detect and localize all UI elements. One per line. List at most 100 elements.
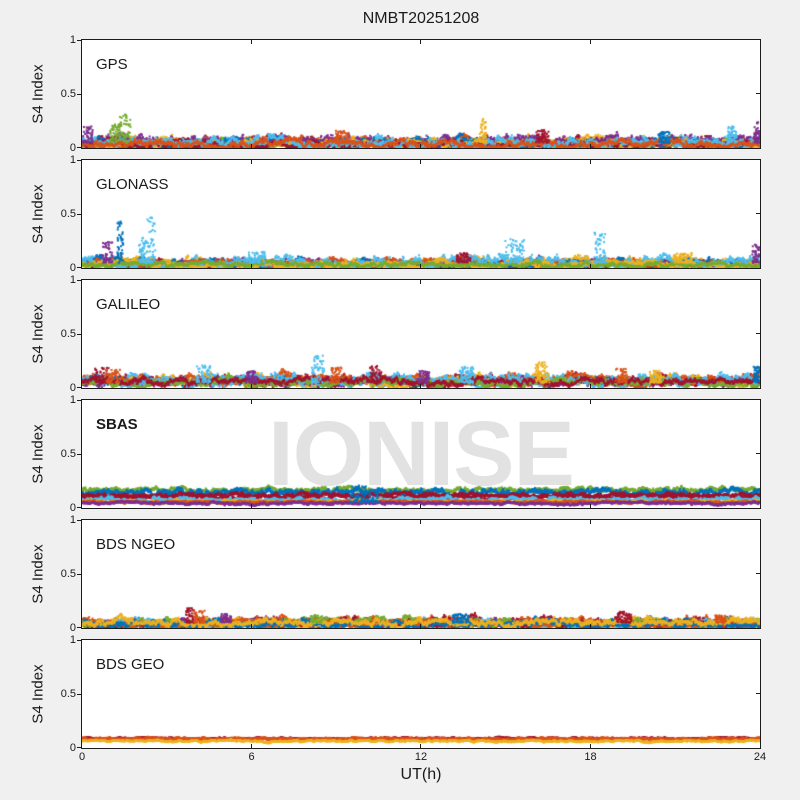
y-tick-mark [77,454,82,455]
x-tick-mark [420,624,421,628]
panel-label-bds-ngeo: BDS NGEO [96,536,176,553]
y-tick-label: 0.5 [60,208,76,220]
panel-gps-canvas [82,40,760,148]
x-tick-mark [589,280,591,284]
x-tick-mark [250,264,252,268]
y-tick-mark [77,40,82,41]
x-tick-mark [589,160,591,164]
y-axis-label: S4 Index [29,64,47,124]
y-tick-label: 0.5 [60,568,76,580]
x-tick-mark [250,520,252,524]
y-tick-label: 0.5 [60,688,76,700]
y-tick-mark [77,640,82,641]
panel-galileo-canvas [82,280,760,388]
y-tick-mark [756,213,760,214]
x-tick-mark [420,640,421,644]
y-tick-mark [756,93,760,94]
y-tick-label: 1 [69,634,76,646]
x-tick-mark [589,640,591,644]
y-tick-mark [77,147,82,148]
x-tick-mark [420,384,421,388]
y-axis-label: S4 Index [29,184,47,244]
y-tick-mark [756,453,760,454]
x-tick-mark [420,264,421,268]
panel-glonass-canvas [82,160,760,268]
y-tick-label: 1 [69,514,76,526]
y-tick-mark [77,507,82,508]
y-tick-label: 0.5 [60,88,76,100]
x-tick-mark [589,144,591,148]
y-tick-mark [77,94,82,95]
y-tick-label: 0 [69,502,76,514]
x-tick-mark [420,400,421,404]
y-axis-label: S4 Index [29,664,47,724]
y-tick-label: 0.5 [60,328,76,340]
y-axis-label: S4 Index [29,424,47,484]
x-tick-mark [589,40,591,44]
y-tick-mark [77,574,82,575]
x-tick-mark [589,384,591,388]
x-tick-label: 24 [753,751,767,763]
x-axis-label: UT(h) [400,766,442,783]
panel-gps: GPS [81,39,761,149]
panel-glonass: GLONASS [81,159,761,269]
x-tick-mark [420,144,421,148]
x-tick-mark [250,744,252,748]
y-tick-label: 0 [69,742,76,754]
panel-label-bds-geo: BDS GEO [96,656,165,673]
y-tick-mark [77,334,82,335]
x-tick-mark [589,744,591,748]
x-tick-mark [420,504,421,508]
y-tick-mark [77,400,82,401]
y-tick-mark [77,520,82,521]
panel-bds-ngeo-canvas [82,520,760,628]
y-tick-label: 1 [69,274,76,286]
x-tick-label: 6 [248,751,255,763]
x-tick-mark [589,264,591,268]
x-tick-mark [589,504,591,508]
x-tick-mark [420,40,421,44]
x-tick-mark [250,400,252,404]
y-tick-mark [77,160,82,161]
panel-bds-geo-canvas [82,640,760,748]
y-tick-label: 0 [69,622,76,634]
panel-bds-geo: BDS GEO [81,639,761,749]
panel-label-galileo: GALILEO [96,296,161,313]
y-tick-mark [77,267,82,268]
y-tick-mark [77,280,82,281]
y-axis-label: S4 Index [29,544,47,604]
x-tick-mark [250,280,252,284]
y-tick-mark [756,693,760,694]
y-axis-label: S4 Index [29,304,47,364]
y-tick-label: 1 [69,34,76,46]
y-tick-mark [77,747,82,748]
x-tick-mark [250,640,252,644]
y-tick-mark [77,627,82,628]
panel-sbas: IONISESBAS [81,399,761,509]
panel-galileo: GALILEO [81,279,761,389]
x-tick-label: 18 [584,751,597,763]
y-tick-mark [756,333,760,334]
x-tick-mark [250,144,252,148]
figure-title: NMBT20251208 [362,10,480,27]
y-tick-label: 0 [69,382,76,394]
x-tick-mark [589,400,591,404]
y-tick-mark [77,387,82,388]
x-tick-mark [250,384,252,388]
x-tick-label: 12 [414,751,428,763]
y-tick-label: 0.5 [60,448,76,460]
y-tick-label: 1 [69,154,76,166]
x-tick-mark [420,744,421,748]
x-tick-mark [250,160,252,164]
panel-label-gps: GPS [96,56,128,73]
x-tick-label: 0 [78,751,86,763]
x-tick-mark [250,504,252,508]
x-tick-mark [420,160,421,164]
y-tick-mark [77,214,82,215]
x-tick-mark [420,280,421,284]
x-tick-mark [420,520,421,524]
y-tick-label: 0 [69,142,76,154]
x-tick-mark [250,40,252,44]
x-tick-mark [250,624,252,628]
